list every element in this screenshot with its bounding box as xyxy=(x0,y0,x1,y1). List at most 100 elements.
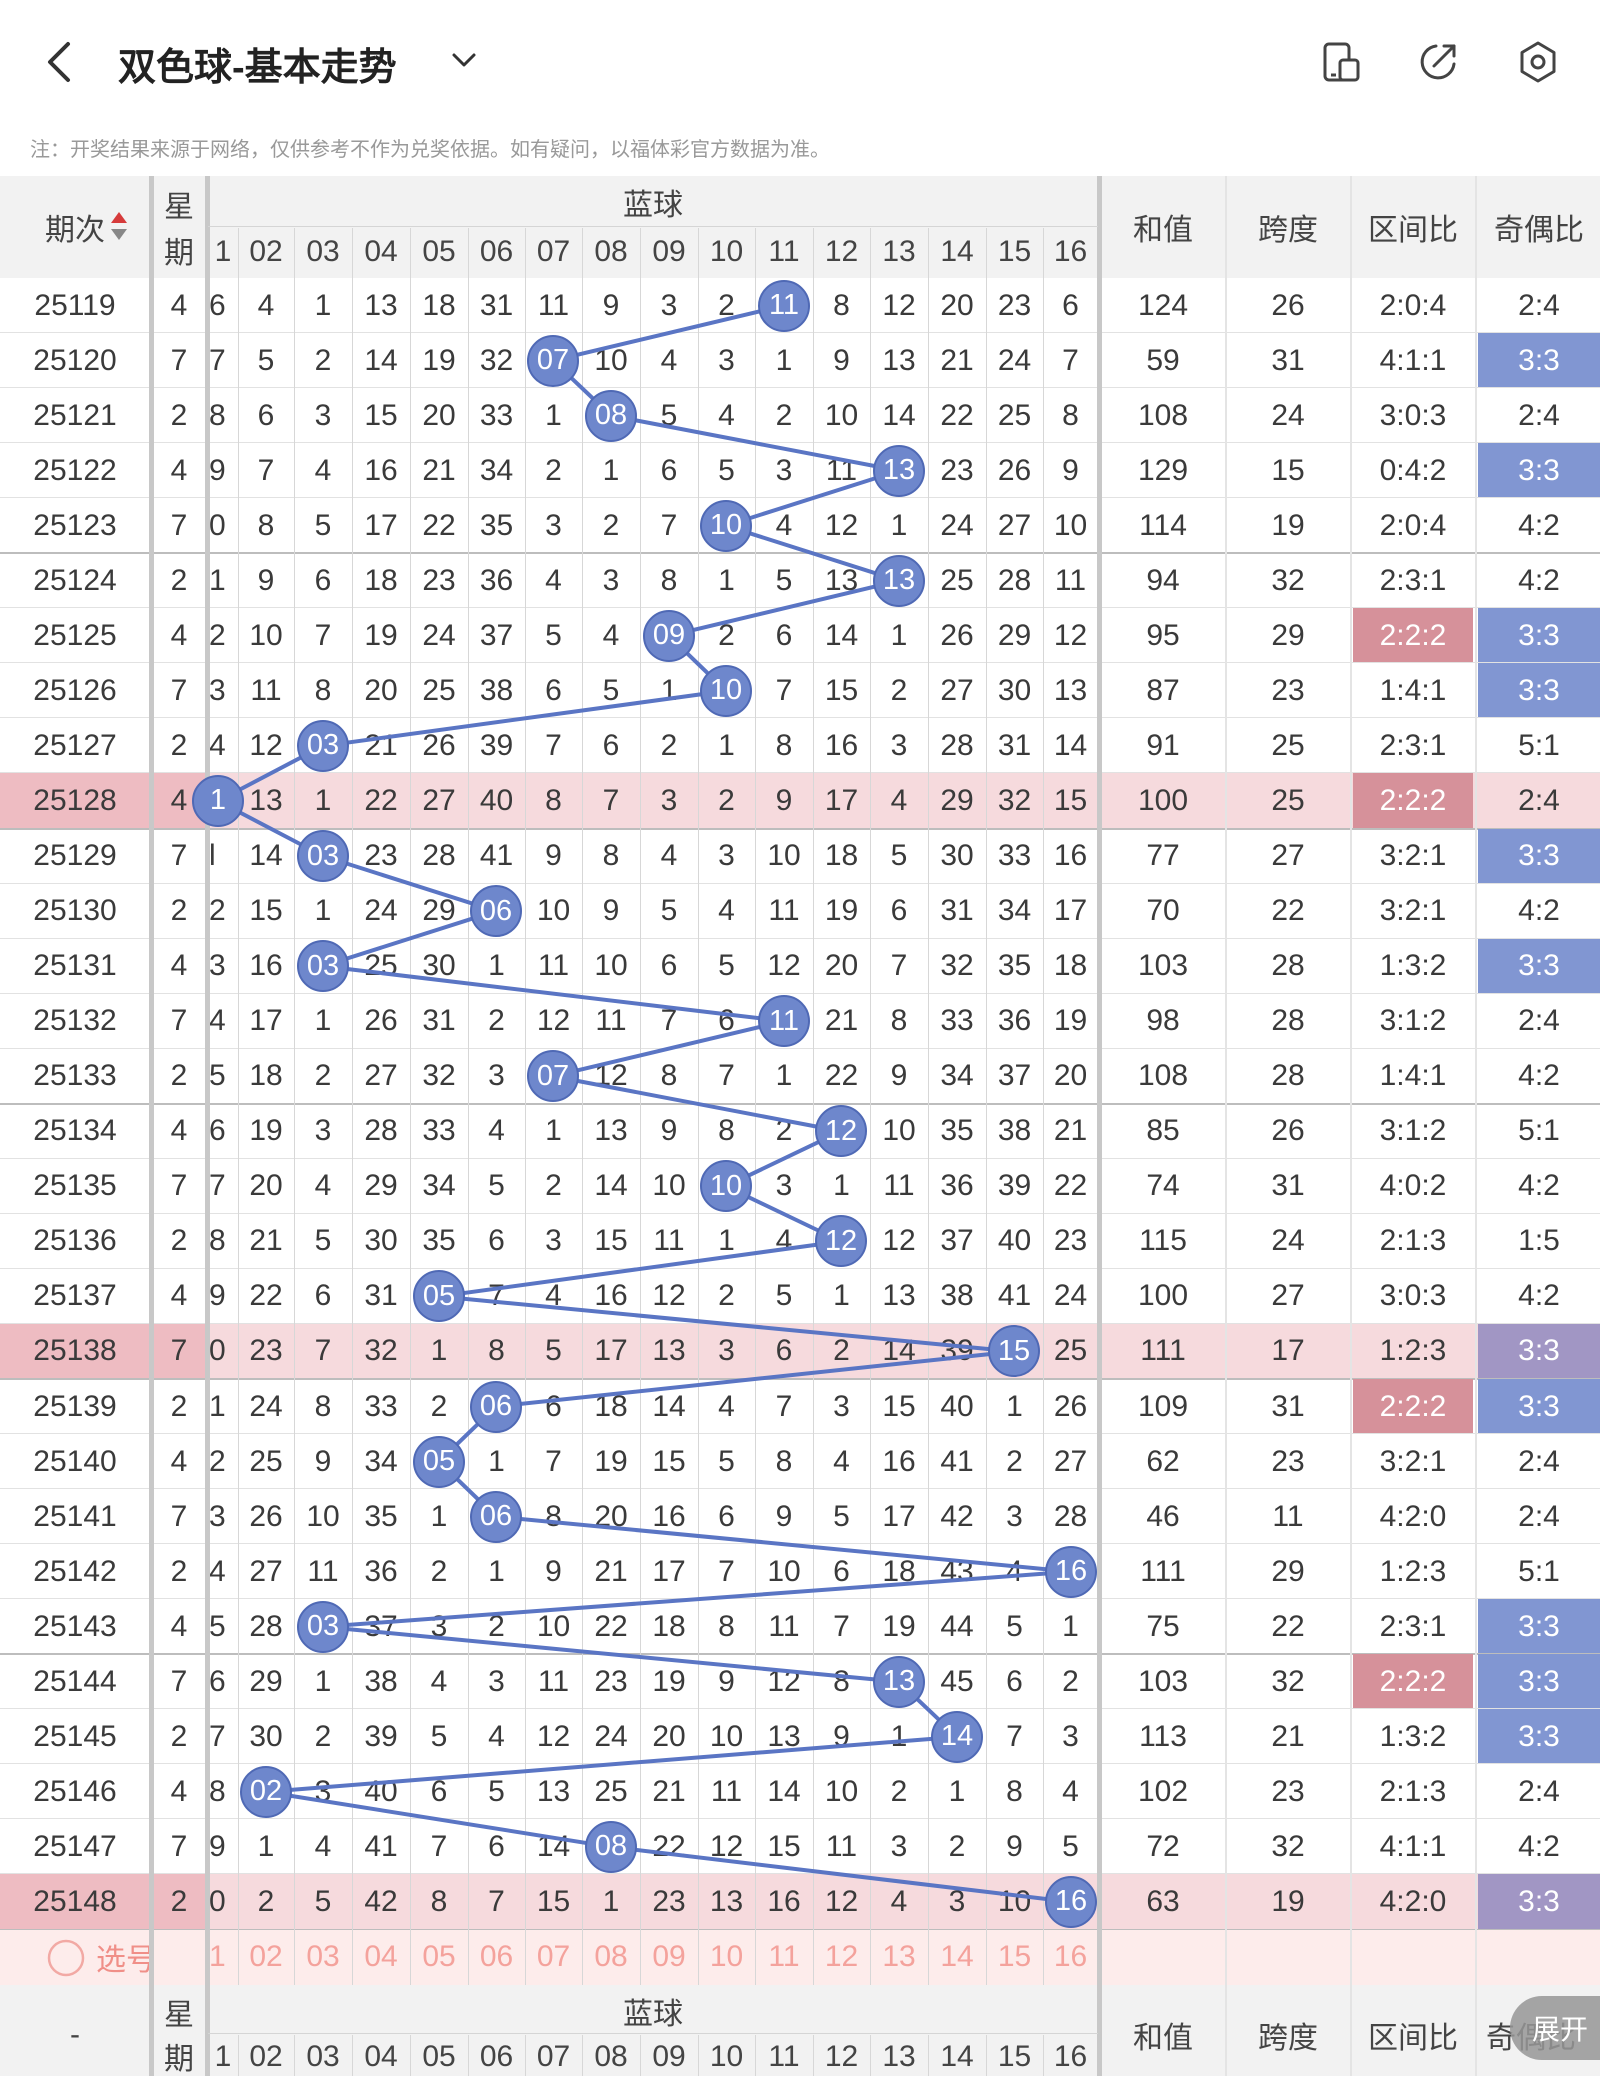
sum-cell: 46 xyxy=(1146,1499,1180,1533)
omission-cell: 32 xyxy=(940,949,974,983)
header-blue-col: 03 xyxy=(306,235,340,268)
omission-cell: 21 xyxy=(940,343,974,377)
sort-icon[interactable] xyxy=(110,211,128,241)
period-cell: 25134 xyxy=(33,1114,117,1148)
omission-cell: 5 xyxy=(257,343,275,377)
omission-cell: 1 xyxy=(948,1774,966,1808)
omission-cell: 13 xyxy=(652,1334,686,1368)
ball-col-divider xyxy=(1043,2034,1044,2076)
period-cell: 25128 xyxy=(33,783,117,817)
select-label[interactable]: 选号 xyxy=(96,1944,156,1978)
select-number[interactable]: 04 xyxy=(364,1940,398,1974)
hit-ball: 03 xyxy=(297,1600,349,1653)
select-number[interactable]: 1 xyxy=(209,1940,226,1974)
omission-cell: 6 xyxy=(545,1389,562,1423)
omission-cell: 40 xyxy=(479,783,514,817)
select-radio-icon[interactable] xyxy=(46,1938,86,1978)
omission-cell: 12 xyxy=(824,508,859,542)
omission-cell: 7 xyxy=(718,1059,735,1093)
omission-cell: 11 xyxy=(1054,563,1087,597)
odd-even-cell: 3:3 xyxy=(1478,608,1600,664)
omission-cell: 13 xyxy=(882,1279,916,1313)
select-number[interactable]: 09 xyxy=(652,1940,686,1974)
omission-cell: 1 xyxy=(775,343,793,377)
hit-ball: 07 xyxy=(527,1050,579,1103)
zone-ratio-cell: 2:1:3 xyxy=(1379,1224,1447,1258)
omission-cell: 4 xyxy=(1062,1774,1079,1808)
omission-cell: 17 xyxy=(364,508,398,542)
settings-icon[interactable] xyxy=(1516,40,1560,84)
span-cell: 19 xyxy=(1271,1884,1305,1918)
span-cell: 23 xyxy=(1271,1444,1305,1478)
omission-cell: 31 xyxy=(940,894,974,928)
omission-cell: 10 xyxy=(249,618,283,652)
select-number[interactable]: 15 xyxy=(997,1940,1032,1974)
omission-cell: 31 xyxy=(422,1004,456,1038)
omission-cell: 38 xyxy=(997,1114,1032,1148)
chevron-down-icon[interactable] xyxy=(450,48,478,72)
omission-cell: 6 xyxy=(1006,1664,1023,1698)
select-number[interactable]: 14 xyxy=(940,1940,974,1974)
omission-cell: 1 xyxy=(890,1719,908,1753)
omission-cell: 40 xyxy=(364,1774,398,1808)
odd-even-cell: 4:2 xyxy=(1518,563,1560,597)
page-title[interactable]: 双色球-基本走势 xyxy=(118,47,397,89)
omission-cell: 24 xyxy=(997,343,1032,377)
omission-cell: 6 xyxy=(775,618,793,652)
header-blue-col: 15 xyxy=(997,235,1032,268)
select-number[interactable]: 07 xyxy=(536,1940,571,1974)
select-number[interactable]: 02 xyxy=(249,1940,283,1974)
share-icon[interactable] xyxy=(1416,40,1460,84)
period-cell: 25126 xyxy=(33,673,117,707)
odd-even-cell: 4:2 xyxy=(1518,1169,1560,1203)
select-number[interactable]: 13 xyxy=(882,1940,916,1974)
hit-ball: 1 xyxy=(192,774,244,827)
select-number[interactable]: 12 xyxy=(824,1940,859,1974)
select-number[interactable]: 06 xyxy=(479,1940,514,1974)
select-number[interactable]: 08 xyxy=(594,1940,628,1974)
omission-cell: 1 xyxy=(488,949,505,983)
omission-cell: 2 xyxy=(488,1004,505,1038)
ball-col-divider xyxy=(986,2034,987,2076)
omission-cell: 31 xyxy=(997,728,1032,762)
footer-week-top: 星 xyxy=(164,1998,194,2032)
select-number[interactable]: 03 xyxy=(306,1940,340,1974)
header-blue-ball: 蓝球 xyxy=(623,189,683,222)
omission-cell: 25 xyxy=(1053,1334,1088,1368)
header-period[interactable]: 期次 xyxy=(45,214,105,247)
odd-even-cell: 2:4 xyxy=(1518,1774,1560,1808)
omission-cell: 3 xyxy=(545,1224,562,1258)
omission-cell: 7 xyxy=(833,1609,850,1643)
zone-ratio-cell: 4:1:1 xyxy=(1379,1829,1447,1863)
zone-ratio-cell: 2:1:3 xyxy=(1379,1774,1447,1808)
omission-cell: 29 xyxy=(422,894,456,928)
select-number[interactable]: 11 xyxy=(768,1940,800,1974)
span-cell: 26 xyxy=(1271,288,1305,322)
back-icon[interactable] xyxy=(40,38,80,86)
omission-cell: 4 xyxy=(314,1829,332,1863)
span-cell: 24 xyxy=(1271,398,1305,432)
hit-ball: 03 xyxy=(297,719,349,772)
select-number[interactable]: 05 xyxy=(422,1940,456,1974)
omission-cell: 38 xyxy=(940,1279,974,1313)
omission-cell: 4 xyxy=(775,508,793,542)
omission-cell: 45 xyxy=(940,1664,974,1698)
odd-even-cell: 3:3 xyxy=(1478,1654,1600,1710)
hit-ball: 05 xyxy=(413,1270,465,1323)
hit-ball: 06 xyxy=(470,1490,522,1543)
select-number[interactable]: 10 xyxy=(709,1940,744,1974)
span-cell: 27 xyxy=(1271,839,1305,873)
omission-cell: 1 xyxy=(488,1444,505,1478)
omission-cell: 0 xyxy=(209,508,226,542)
footer-blue-col: 14 xyxy=(940,2039,974,2073)
omission-cell: 5 xyxy=(314,508,332,542)
device-icon[interactable] xyxy=(1320,40,1364,84)
expand-button[interactable]: 展开 xyxy=(1510,1996,1600,2060)
zone-ratio-cell: 1:4:1 xyxy=(1379,1059,1447,1093)
omission-cell: 32 xyxy=(997,783,1032,817)
omission-cell: 6 xyxy=(833,1554,850,1588)
omission-cell: 21 xyxy=(652,1774,686,1808)
select-number[interactable]: 16 xyxy=(1053,1940,1088,1974)
hit-ball: 06 xyxy=(470,885,522,938)
ball-col-divider xyxy=(813,2034,814,2076)
